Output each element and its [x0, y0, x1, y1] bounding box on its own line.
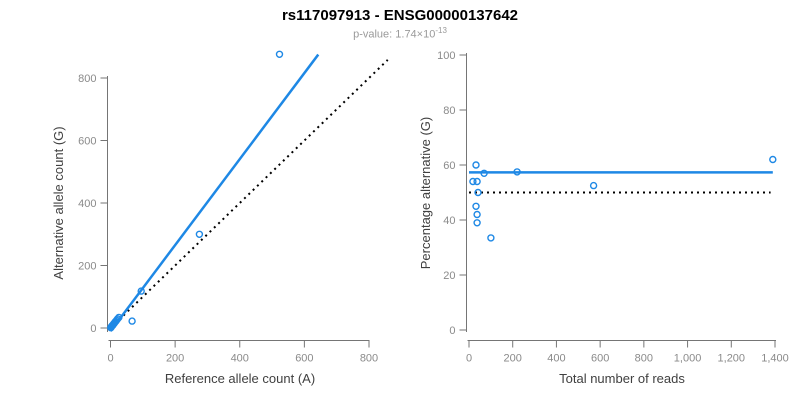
x-tick-label: 0	[466, 353, 472, 365]
right-y-axis-title: Percentage alternative (G)	[418, 117, 433, 269]
x-tick-label: 1,200	[718, 353, 746, 365]
y-tick-label: 0	[449, 325, 455, 337]
y-tick-label: 60	[443, 160, 455, 172]
data-point[interactable]	[474, 188, 482, 197]
y-tick-label: 100	[437, 50, 455, 62]
page-title: rs117097913 - ENSG00000137642	[281, 7, 519, 24]
data-point[interactable]	[469, 177, 477, 186]
data-point[interactable]	[115, 313, 123, 322]
data-point[interactable]	[137, 287, 145, 295]
y-tick-label: 800	[78, 73, 96, 85]
left-scatter-plot: 0 200 400 600 800 0 200 400 600 800	[78, 50, 389, 365]
data-point[interactable]	[589, 181, 598, 190]
data-point[interactable]	[473, 219, 481, 227]
pvalue-text: p-value: 1.74×10	[353, 28, 436, 41]
y-tick-label: 0	[90, 323, 96, 335]
data-point[interactable]	[480, 169, 488, 178]
x-tick-label: 200	[504, 353, 522, 365]
data-point[interactable]	[473, 210, 481, 219]
data-point[interactable]	[275, 50, 284, 58]
pvalue-subtitle: p-value: 1.74×10-13	[0, 26, 800, 41]
data-point[interactable]	[113, 315, 122, 323]
x-tick-label: 1,000	[674, 353, 702, 365]
data-point[interactable]	[195, 230, 204, 239]
x-tick-label: 800	[360, 353, 378, 365]
x-tick-label: 800	[635, 353, 653, 365]
x-tick-label: 600	[295, 353, 313, 365]
x-tick-label: 400	[547, 353, 565, 365]
identity-line	[109, 59, 389, 329]
x-tick-label: 400	[231, 353, 249, 365]
y-tick-label: 80	[443, 105, 455, 117]
y-tick-label: 600	[78, 136, 96, 148]
y-tick-label: 200	[78, 261, 96, 273]
data-point[interactable]	[513, 168, 521, 176]
right-scatter-plot: 0 20 40 60 80 100 0 200 400 600 800 1,000 1,200 1,400	[437, 50, 789, 365]
pvalue-exponent: -13	[435, 26, 447, 35]
data-point[interactable]	[472, 161, 480, 169]
fit-line	[109, 53, 320, 332]
y-tick-label: 400	[78, 198, 96, 210]
y-tick-label: 20	[443, 270, 455, 282]
x-tick-label: 1,400	[761, 353, 789, 365]
left-x-axis-title: Reference allele count (A)	[165, 371, 315, 386]
data-point[interactable]	[487, 234, 495, 242]
data-point[interactable]	[472, 202, 480, 211]
x-tick-label: 0	[107, 353, 113, 365]
data-point[interactable]	[769, 155, 777, 164]
x-tick-label: 600	[591, 353, 609, 365]
data-point[interactable]	[473, 177, 481, 186]
right-x-axis-title: Total number of reads	[559, 371, 685, 386]
y-tick-label: 40	[443, 215, 455, 227]
x-tick-label: 200	[166, 353, 184, 365]
data-point[interactable]	[128, 317, 136, 325]
left-y-axis-title: Alternative allele count (G)	[51, 126, 66, 279]
